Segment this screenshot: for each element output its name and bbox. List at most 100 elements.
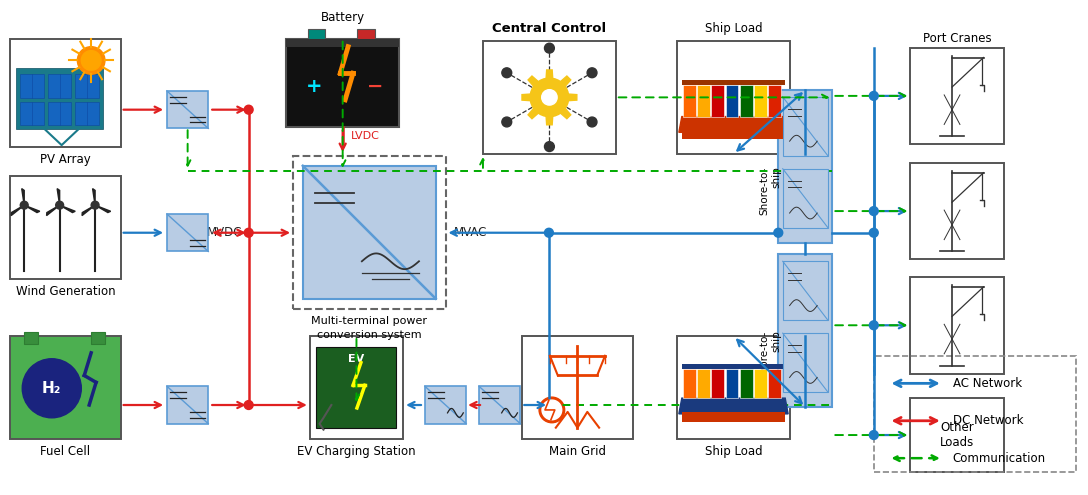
Bar <box>782 333 828 392</box>
Bar <box>91 332 104 344</box>
Bar <box>522 336 632 440</box>
Bar <box>308 29 325 39</box>
Bar <box>697 369 709 398</box>
Polygon shape <box>82 205 95 216</box>
Bar <box>357 29 374 39</box>
Polygon shape <box>560 76 571 87</box>
Circle shape <box>539 397 565 423</box>
Bar <box>726 85 739 116</box>
Text: Other
Loads: Other Loads <box>940 421 974 449</box>
Circle shape <box>869 92 878 100</box>
Bar <box>874 356 1076 472</box>
Bar <box>483 41 616 154</box>
Bar <box>293 156 446 308</box>
Text: Port Cranes: Port Cranes <box>923 32 991 45</box>
Bar <box>911 163 1004 259</box>
Bar <box>782 169 828 228</box>
Bar <box>911 398 1004 472</box>
Bar <box>740 369 753 398</box>
Bar <box>754 369 767 398</box>
Polygon shape <box>528 76 539 87</box>
Bar <box>286 39 399 47</box>
Polygon shape <box>522 94 531 100</box>
Circle shape <box>588 68 597 78</box>
Text: Fuel Cell: Fuel Cell <box>40 446 90 458</box>
Bar <box>48 74 72 98</box>
Bar <box>21 102 44 125</box>
Circle shape <box>244 228 254 237</box>
Circle shape <box>869 206 878 215</box>
Polygon shape <box>11 205 24 216</box>
Text: Shore-to-
ship: Shore-to- ship <box>759 331 781 379</box>
Circle shape <box>544 228 554 237</box>
Text: EV Charging Station: EV Charging Station <box>297 446 416 458</box>
Bar <box>697 85 709 116</box>
Circle shape <box>542 400 561 420</box>
Circle shape <box>869 431 878 440</box>
Bar <box>75 102 99 125</box>
Bar <box>712 85 725 116</box>
Circle shape <box>542 90 557 105</box>
Bar <box>682 412 786 422</box>
Bar <box>683 85 695 116</box>
Bar <box>21 74 44 98</box>
Text: Multi-terminal power
conversion system: Multi-terminal power conversion system <box>311 316 428 340</box>
Polygon shape <box>58 189 60 205</box>
Bar <box>911 48 1004 144</box>
Bar <box>768 85 781 116</box>
Polygon shape <box>546 116 553 125</box>
Text: Wind Generation: Wind Generation <box>15 285 115 298</box>
Bar <box>682 129 786 139</box>
Bar <box>740 85 753 116</box>
Polygon shape <box>546 70 553 79</box>
Polygon shape <box>24 205 40 212</box>
Text: +: + <box>306 77 322 96</box>
Bar <box>754 85 767 116</box>
Text: PV Array: PV Array <box>40 153 91 166</box>
Bar <box>16 68 103 129</box>
Bar <box>425 386 467 424</box>
Bar <box>11 176 121 279</box>
Bar <box>778 254 832 407</box>
Circle shape <box>774 228 782 237</box>
Circle shape <box>244 105 254 114</box>
Text: Central Control: Central Control <box>493 22 606 35</box>
Polygon shape <box>22 189 24 205</box>
Polygon shape <box>92 189 95 205</box>
Bar <box>302 166 435 298</box>
Bar <box>11 39 121 147</box>
Polygon shape <box>528 108 539 119</box>
Text: MVAC: MVAC <box>454 226 486 239</box>
Bar <box>782 97 828 156</box>
Bar <box>682 364 786 369</box>
Bar <box>726 369 739 398</box>
Circle shape <box>502 117 511 127</box>
Text: Communication: Communication <box>953 451 1046 465</box>
Bar <box>286 39 399 127</box>
Circle shape <box>544 142 555 151</box>
Text: EV: EV <box>348 354 364 364</box>
Circle shape <box>544 43 555 53</box>
Polygon shape <box>560 108 571 119</box>
Text: LVDC: LVDC <box>350 131 380 141</box>
Bar <box>683 369 695 398</box>
Circle shape <box>21 201 28 209</box>
Text: Ship Load: Ship Load <box>705 22 763 35</box>
Bar <box>768 369 781 398</box>
Text: DC Network: DC Network <box>953 414 1023 427</box>
Text: Main Grid: Main Grid <box>549 446 606 458</box>
Bar <box>24 332 38 344</box>
Circle shape <box>244 400 254 409</box>
Text: H₂: H₂ <box>42 381 61 396</box>
Polygon shape <box>60 205 75 212</box>
Bar <box>166 91 208 128</box>
Circle shape <box>502 68 511 78</box>
Text: Battery: Battery <box>321 11 364 24</box>
Circle shape <box>530 78 569 117</box>
Text: Ship Load: Ship Load <box>705 446 763 458</box>
Bar <box>166 386 208 424</box>
Circle shape <box>588 117 597 127</box>
Bar <box>166 214 208 251</box>
Bar <box>677 336 790 440</box>
Bar <box>75 74 99 98</box>
